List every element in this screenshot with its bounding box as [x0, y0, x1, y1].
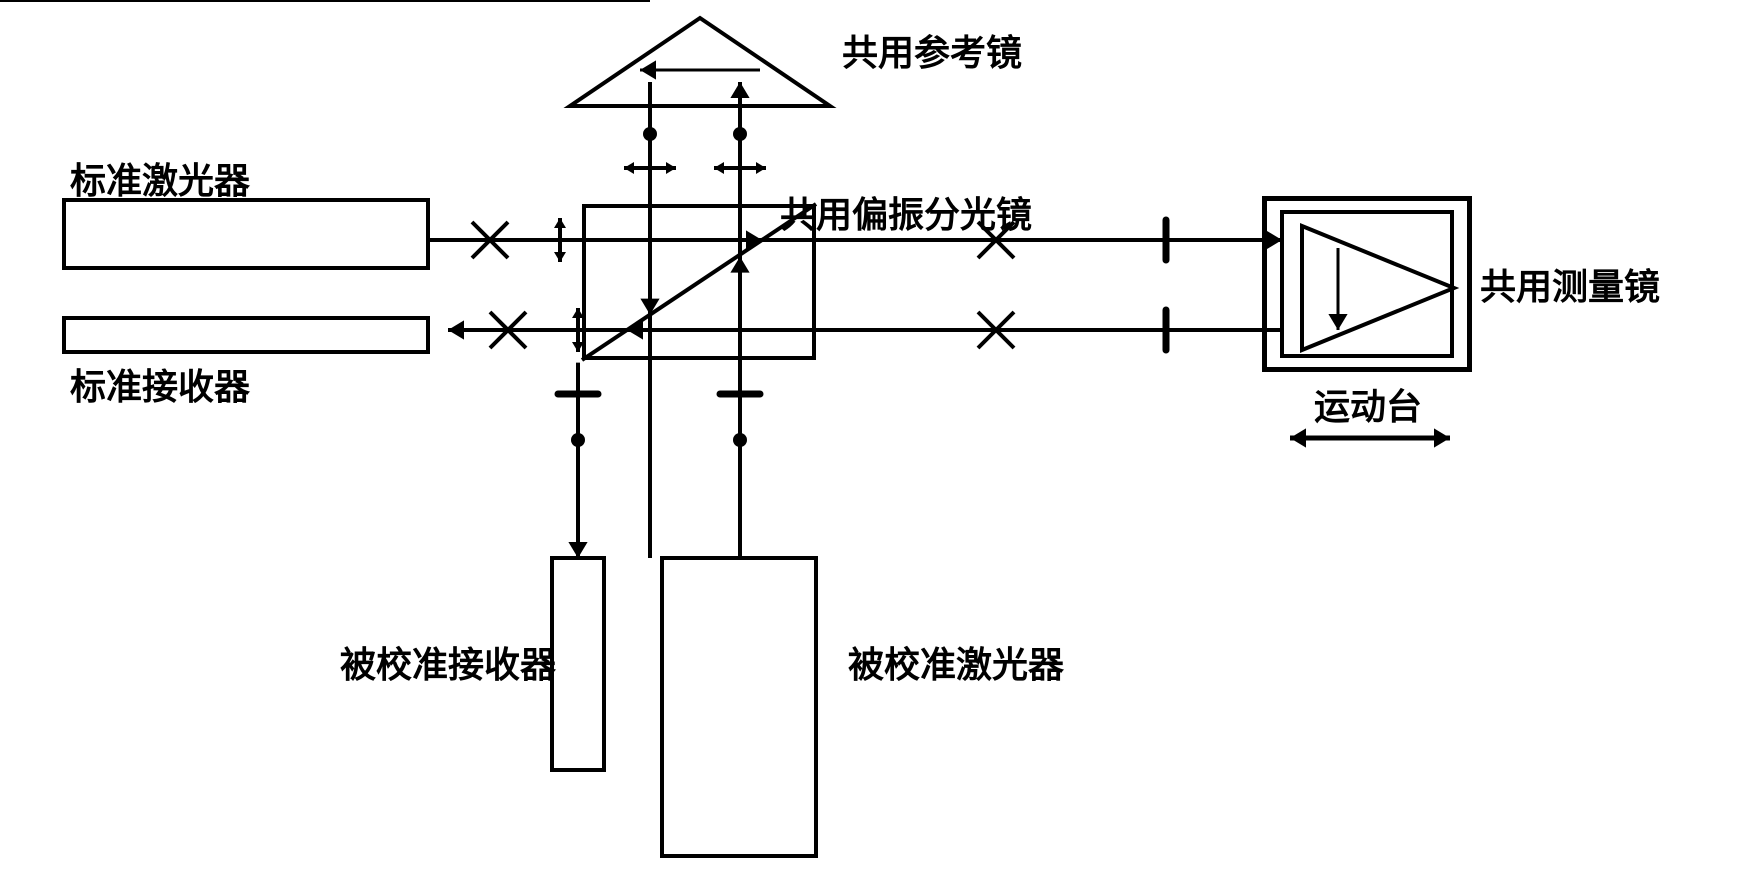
optics-diagram — [0, 0, 1741, 887]
